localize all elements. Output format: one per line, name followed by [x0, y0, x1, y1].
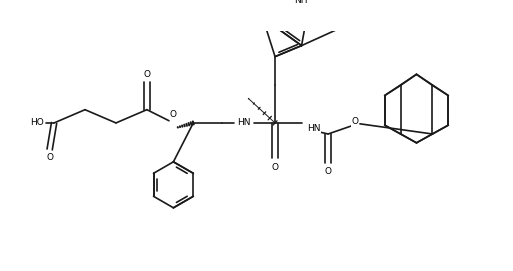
Text: O: O	[351, 117, 358, 126]
Text: O: O	[271, 163, 279, 172]
Text: O: O	[144, 70, 150, 79]
Text: HO: HO	[30, 118, 44, 127]
Text: O: O	[46, 153, 53, 162]
Text: HN: HN	[307, 124, 321, 133]
Text: HN: HN	[238, 118, 251, 127]
Text: O: O	[325, 167, 331, 176]
Text: O: O	[170, 111, 177, 120]
Text: NH: NH	[293, 0, 307, 5]
